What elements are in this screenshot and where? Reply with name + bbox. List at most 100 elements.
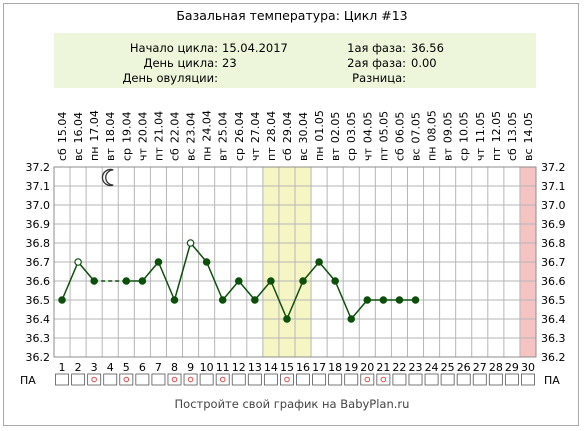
date-label: 16.04 — [72, 112, 85, 144]
weekday-label: вс — [185, 148, 198, 161]
cycle-info-panel: Начало цикла: 15.04.2017 День цикла: 23 … — [54, 33, 536, 88]
footer-link[interactable]: Постройте свой график на BabyPlan.ru — [174, 397, 410, 411]
date-label: 15.04 — [56, 112, 69, 144]
date-label: 22.04 — [169, 112, 182, 144]
data-point-hollow — [186, 239, 195, 247]
x-tick-label-day: 4 — [107, 361, 114, 374]
x-tick-label-day: 3 — [91, 361, 98, 374]
data-point — [331, 277, 339, 285]
weekday-label: сб — [169, 148, 182, 161]
y-tick-label-right: 36.3 — [541, 332, 566, 345]
weekday-label: чт — [474, 148, 487, 161]
x-tick-label-day: 11 — [216, 361, 230, 374]
pa-box — [488, 373, 503, 386]
date-label: 28.04 — [265, 111, 278, 143]
pa-box — [215, 373, 230, 386]
x-tick-label-day: 6 — [139, 361, 146, 374]
weekday-label: чт — [136, 148, 149, 161]
y-tick-label-right: 37.2 — [541, 161, 566, 174]
x-tick-label-day: 8 — [171, 361, 178, 374]
cycle-start-label: Начало цикла: — [129, 41, 218, 55]
x-tick-label-day: 19 — [344, 361, 358, 374]
y-tick-label-left: 37.0 — [26, 199, 51, 212]
data-point — [411, 296, 420, 304]
y-tick-label-right: 36.7 — [541, 256, 566, 269]
pa-box — [183, 373, 198, 386]
data-point — [267, 277, 275, 285]
date-label: 03.05 — [345, 111, 358, 143]
x-date-label: чт 04.05 — [361, 112, 374, 161]
pa-mark — [91, 376, 97, 383]
weekday-label: пн — [201, 147, 214, 161]
plot-border — [53, 166, 537, 358]
data-point — [170, 296, 179, 304]
x-tick-label-day: 29 — [505, 361, 519, 374]
data-point — [122, 277, 131, 285]
y-tick-label-left: 36.6 — [26, 275, 51, 288]
x-date-label: пн 17.04 — [88, 110, 101, 161]
x-tick-label-day: 7 — [155, 361, 162, 374]
y-tick-label-right: 37.0 — [541, 199, 566, 212]
x-tick-label-day: 26 — [457, 361, 471, 374]
y-tick-label-left: 37.1 — [26, 180, 51, 193]
data-point — [90, 277, 98, 285]
data-point — [218, 296, 227, 304]
weekday-label: ср — [233, 148, 246, 161]
date-label: 18.04 — [104, 112, 117, 144]
pa-box — [328, 373, 343, 386]
weekday-label: вт — [442, 148, 455, 161]
phase2-label: 2ая фаза: — [347, 56, 406, 70]
y-tick-label-right: 36.2 — [541, 351, 566, 364]
date-label: 19.04 — [120, 111, 133, 143]
pa-box — [87, 373, 102, 386]
weekday-label: вс — [410, 148, 423, 161]
pa-box — [231, 373, 246, 386]
pa-box — [344, 373, 359, 386]
date-label: 02.05 — [329, 112, 342, 144]
date-label: 20.04 — [136, 112, 149, 144]
ovulation-day-label: День овуляции: — [122, 71, 218, 85]
x-date-label: вс 16.04 — [72, 112, 85, 161]
weekday-label: пт — [265, 147, 278, 161]
pa-box — [456, 373, 471, 386]
date-label: 13.05 — [506, 112, 519, 144]
date-label: 06.05 — [393, 112, 406, 144]
data-point — [347, 315, 356, 323]
x-tick-label-day: 25 — [441, 361, 455, 374]
y-tick-label-left: 36.8 — [26, 237, 51, 250]
series-line-segment — [238, 280, 256, 301]
pa-box — [199, 373, 214, 386]
x-tick-label-day: 28 — [489, 361, 503, 374]
pa-box — [472, 373, 487, 386]
pa-mark — [284, 376, 290, 383]
x-date-label: вт 09.05 — [442, 112, 455, 161]
weekday-label: вс — [297, 148, 310, 161]
x-date-label: вт 02.05 — [329, 112, 342, 161]
pa-mark — [171, 376, 178, 383]
x-date-label: ср 26.04 — [233, 111, 246, 161]
x-tick-label-day: 2 — [75, 361, 82, 374]
weekday-label: вт — [329, 148, 342, 161]
data-point — [363, 296, 372, 304]
date-label: 04.05 — [361, 112, 374, 144]
x-date-label: пн 01.05 — [313, 110, 326, 161]
phase1-label: 1ая фаза: — [347, 41, 406, 55]
y-tick-label-right: 36.9 — [541, 218, 566, 231]
x-tick-label-day: 1 — [59, 361, 66, 374]
pa-box — [440, 373, 455, 386]
data-point — [315, 258, 323, 266]
date-label: 29.04 — [281, 112, 294, 144]
weekday-label: вт — [217, 148, 230, 161]
phase2-value: 0.00 — [411, 56, 437, 70]
y-tick-label-left: 36.2 — [26, 351, 51, 364]
x-date-label: сб 22.04 — [169, 112, 182, 161]
moon-icon — [101, 168, 114, 187]
x-date-label: пт 12.05 — [490, 111, 503, 161]
date-label: 12.05 — [490, 111, 503, 143]
weekday-label: сб — [56, 148, 69, 161]
data-point — [251, 296, 259, 304]
series-line-segment — [157, 261, 176, 301]
x-tick-label-day: 15 — [280, 361, 294, 374]
data-point — [283, 315, 291, 323]
